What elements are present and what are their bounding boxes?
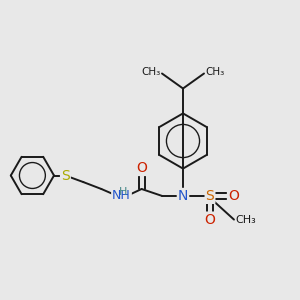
- Text: S: S: [206, 189, 214, 203]
- Text: O: O: [136, 161, 147, 175]
- Text: H: H: [119, 187, 128, 197]
- Text: CH₃: CH₃: [206, 67, 225, 77]
- Text: NH: NH: [112, 189, 131, 203]
- Text: S: S: [61, 169, 70, 182]
- Text: O: O: [205, 213, 215, 226]
- Text: O: O: [228, 189, 239, 203]
- Text: N: N: [178, 189, 188, 203]
- Text: CH₃: CH₃: [141, 67, 160, 77]
- Text: CH₃: CH₃: [236, 214, 256, 225]
